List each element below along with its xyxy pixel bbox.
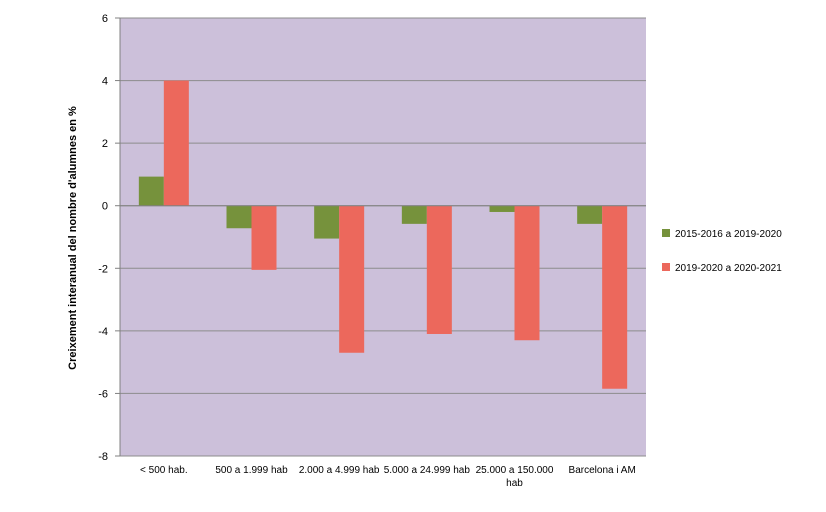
- legend-swatch: [662, 229, 670, 237]
- legend-label: 2019-2020 a 2020-2021: [675, 263, 782, 274]
- y-tick-label: -2: [98, 263, 108, 275]
- x-category-label: Barcelona i AM: [569, 465, 636, 476]
- bar: [426, 205, 452, 334]
- x-category-label: 2.000 a 4.999 hab: [299, 465, 380, 476]
- bars: [138, 80, 628, 389]
- bar: [577, 205, 603, 224]
- bar: [514, 205, 540, 341]
- axes: [115, 17, 646, 457]
- bar: [251, 205, 277, 270]
- bar: [226, 205, 252, 229]
- x-category-label: 5.000 a 24.999 hab: [384, 465, 471, 476]
- x-category-labels: < 500 hab. 500 a 1.999 hab 2.000 a 4.999 h…: [140, 465, 636, 489]
- y-tick-label: 6: [102, 13, 108, 25]
- plot-area: [120, 18, 646, 456]
- x-category-label: 500 a 1.999 hab: [215, 465, 288, 476]
- bar: [339, 205, 365, 353]
- bar: [314, 205, 340, 239]
- y-axis-label: Creixement interanual del nombre d'alumn…: [67, 106, 79, 370]
- bar: [401, 205, 427, 224]
- y-tick-label: 0: [102, 201, 108, 213]
- legend: 2015-2016 a 2019-2020 2019-2020 a 2020-20…: [662, 229, 782, 274]
- x-category-label: 25.000 a 150.000: [476, 465, 554, 476]
- bar: [489, 205, 515, 212]
- legend-label: 2015-2016 a 2019-2020: [675, 229, 782, 240]
- y-tick-labels: 6 4 2 0 -2 -4 -6 -8: [98, 13, 108, 463]
- y-tick-label: -8: [98, 451, 108, 463]
- x-category-label: hab: [506, 478, 523, 489]
- bar: [602, 205, 628, 389]
- y-tick-label: -4: [98, 326, 108, 338]
- y-tick-label: 2: [102, 138, 108, 150]
- legend-swatch: [662, 263, 670, 271]
- bar: [163, 80, 189, 206]
- y-tick-label: -6: [98, 388, 108, 400]
- x-category-label: < 500 hab.: [140, 465, 188, 476]
- y-tick-label: 4: [102, 76, 108, 88]
- bar: [138, 176, 164, 206]
